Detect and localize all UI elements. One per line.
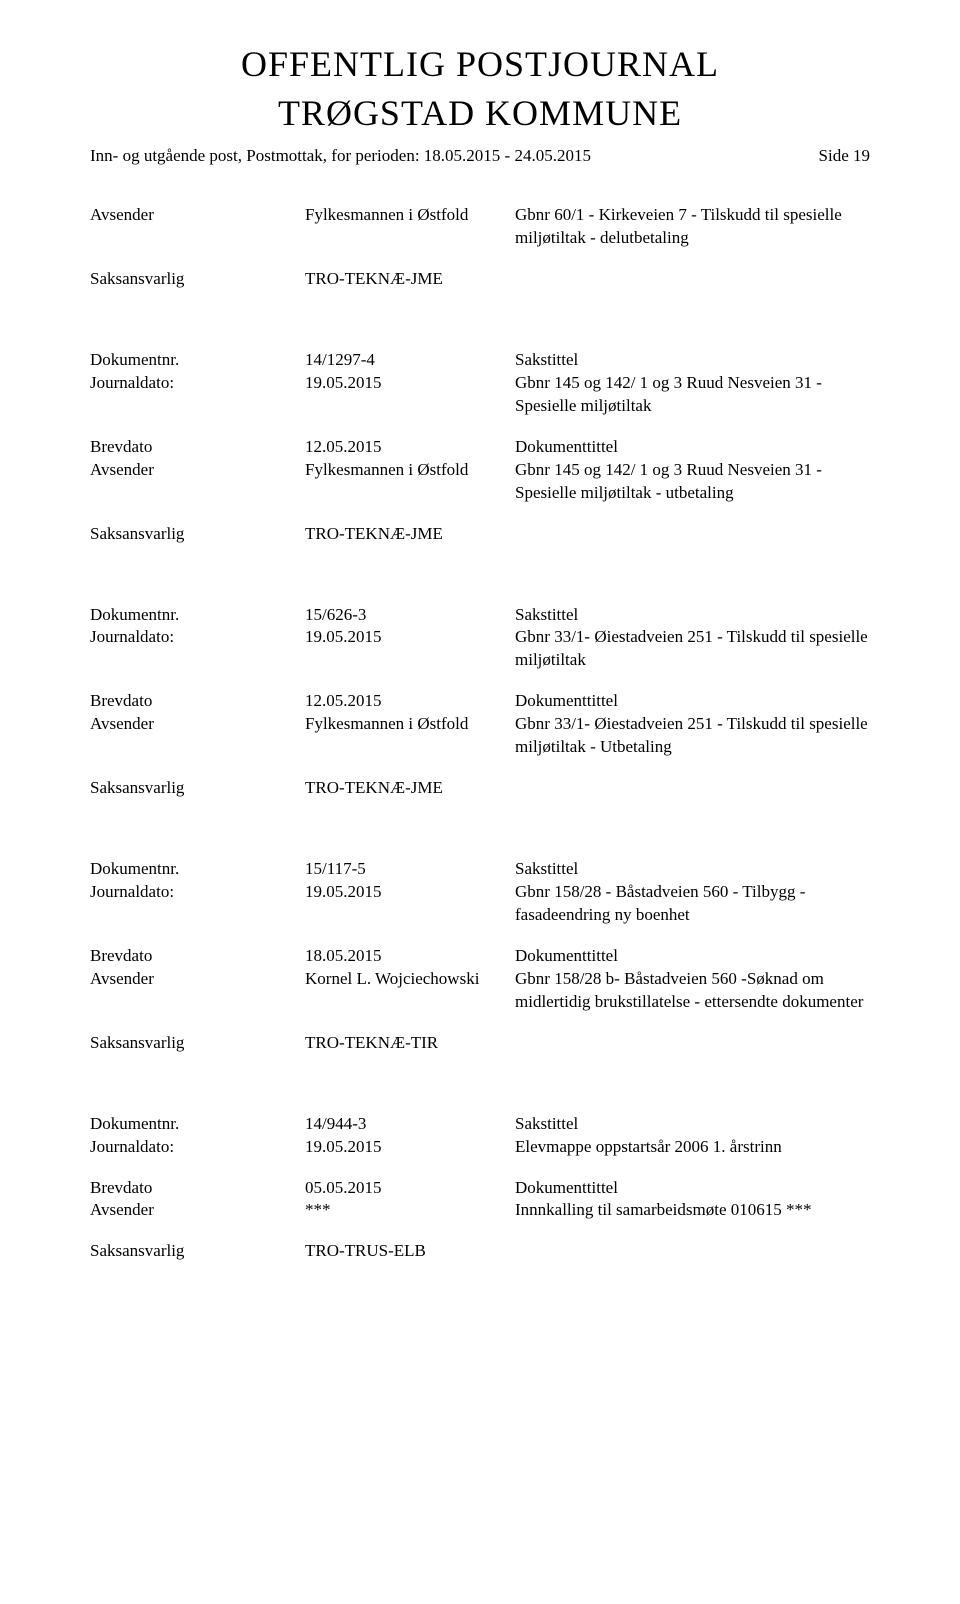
record: Dokumentnr. 15/117-5 Sakstittel Journald… [90,858,870,1055]
saksansvarlig-label: Saksansvarlig [90,268,305,291]
avsender-label: Avsender [90,204,305,250]
brevdato-value: 12.05.2015 [305,690,515,713]
journaldato-row: Journaldato: 19.05.2015 Gbnr 145 og 142/… [90,372,870,418]
avsender-row: Avsender Kornel L. Wojciechowski Gbnr 15… [90,968,870,1014]
dokumentnr-label: Dokumentnr. [90,858,305,881]
records-container: Dokumentnr. 14/1297-4 Sakstittel Journal… [90,349,870,1263]
avsender-value: Fylkesmannen i Østfold [305,459,515,482]
saksansvarlig-value: TRO-TEKNÆ-TIR [305,1032,515,1055]
subtitle-text: Inn- og utgående post, Postmottak, for p… [90,145,591,168]
dokumentnr-row: Dokumentnr. 15/626-3 Sakstittel [90,604,870,627]
record: Dokumentnr. 15/626-3 Sakstittel Journald… [90,604,870,801]
title-line2: TRØGSTAD KOMMUNE [90,89,870,138]
record: Dokumentnr. 14/944-3 Sakstittel Journald… [90,1113,870,1264]
journaldato-row: Journaldato: 19.05.2015 Elevmappe oppsta… [90,1136,870,1159]
saksansvarlig-label: Saksansvarlig [90,1240,305,1263]
dokumentnr-label: Dokumentnr. [90,1113,305,1136]
avsender-label: Avsender [90,968,305,991]
brevdato-row: Brevdato 12.05.2015 Dokumenttittel [90,690,870,713]
saksansvarlig-row: Saksansvarlig TRO-TEKNÆ-JME [90,777,870,800]
dokumenttittel-label: Dokumenttittel [515,945,870,968]
brevdato-label: Brevdato [90,436,305,459]
brevdato-label: Brevdato [90,1177,305,1200]
dokumenttittel-text: Gbnr 33/1- Øiestadveien 251 - Tilskudd t… [515,713,870,759]
dokumentnr-value: 15/117-5 [305,858,515,881]
sakstittel-text: Gbnr 158/28 - Båstadveien 560 - Tilbygg … [515,881,870,927]
journaldato-label: Journaldato: [90,626,305,649]
brevdato-label: Brevdato [90,690,305,713]
top-avsender-row: Avsender Fylkesmannen i Østfold Gbnr 60/… [90,204,870,250]
dokumentnr-row: Dokumentnr. 14/944-3 Sakstittel [90,1113,870,1136]
avsender-row: Avsender Fylkesmannen i Østfold Gbnr 33/… [90,713,870,759]
dokumentnr-value: 15/626-3 [305,604,515,627]
dokumentnr-row: Dokumentnr. 14/1297-4 Sakstittel [90,349,870,372]
avsender-label: Avsender [90,713,305,736]
brevdato-row: Brevdato 12.05.2015 Dokumenttittel [90,436,870,459]
saksansvarlig-label: Saksansvarlig [90,1032,305,1055]
journaldato-value: 19.05.2015 [305,881,515,904]
journaldato-row: Journaldato: 19.05.2015 Gbnr 33/1- Øiest… [90,626,870,672]
page-number: Side 19 [819,145,870,168]
dokumenttittel-label: Dokumenttittel [515,436,870,459]
dokumentnr-value: 14/944-3 [305,1113,515,1136]
top-saks-value: TRO-TEKNÆ-JME [305,268,515,291]
saksansvarlig-value: TRO-TEKNÆ-JME [305,523,515,546]
dokumentnr-label: Dokumentnr. [90,604,305,627]
avsender-value: Fylkesmannen i Østfold [305,713,515,736]
saksansvarlig-row: Saksansvarlig TRO-TEKNÆ-JME [90,523,870,546]
journaldato-label: Journaldato: [90,881,305,904]
dokumentnr-label: Dokumentnr. [90,349,305,372]
dokumenttittel-text: Gbnr 145 og 142/ 1 og 3 Ruud Nesveien 31… [515,459,870,505]
journaldato-label: Journaldato: [90,1136,305,1159]
journaldato-value: 19.05.2015 [305,626,515,649]
avsender-label: Avsender [90,459,305,482]
saksansvarlig-label: Saksansvarlig [90,777,305,800]
journaldato-value: 19.05.2015 [305,372,515,395]
dokumentnr-value: 14/1297-4 [305,349,515,372]
journaldato-label: Journaldato: [90,372,305,395]
record: Dokumentnr. 14/1297-4 Sakstittel Journal… [90,349,870,546]
brevdato-label: Brevdato [90,945,305,968]
subtitle-row: Inn- og utgående post, Postmottak, for p… [90,145,870,168]
saksansvarlig-value: TRO-TRUS-ELB [305,1240,515,1263]
dokumentnr-row: Dokumentnr. 15/117-5 Sakstittel [90,858,870,881]
brevdato-value: 18.05.2015 [305,945,515,968]
dokumenttittel-text: Gbnr 158/28 b- Båstadveien 560 -Søknad o… [515,968,870,1014]
top-saks-row: Saksansvarlig TRO-TEKNÆ-JME [90,268,870,291]
journaldato-value: 19.05.2015 [305,1136,515,1159]
sakstittel-label: Sakstittel [515,349,870,372]
sakstittel-text: Gbnr 145 og 142/ 1 og 3 Ruud Nesveien 31… [515,372,870,418]
title-line1: OFFENTLIG POSTJOURNAL [90,40,870,89]
sakstittel-label: Sakstittel [515,604,870,627]
saksansvarlig-label: Saksansvarlig [90,523,305,546]
sakstittel-text: Gbnr 33/1- Øiestadveien 251 - Tilskudd t… [515,626,870,672]
saksansvarlig-value: TRO-TEKNÆ-JME [305,777,515,800]
brevdato-value: 05.05.2015 [305,1177,515,1200]
sakstittel-label: Sakstittel [515,858,870,881]
saksansvarlig-row: Saksansvarlig TRO-TEKNÆ-TIR [90,1032,870,1055]
journaldato-row: Journaldato: 19.05.2015 Gbnr 158/28 - Bå… [90,881,870,927]
brevdato-row: Brevdato 18.05.2015 Dokumenttittel [90,945,870,968]
dokumenttittel-text: Innnkalling til samarbeidsmøte 010615 **… [515,1199,870,1222]
brevdato-value: 12.05.2015 [305,436,515,459]
saksansvarlig-row: Saksansvarlig TRO-TRUS-ELB [90,1240,870,1263]
avsender-value: Kornel L. Wojciechowski [305,968,515,991]
dokumenttittel-label: Dokumenttittel [515,1177,870,1200]
dokumenttittel-label: Dokumenttittel [515,690,870,713]
avsender-row: Avsender Fylkesmannen i Østfold Gbnr 145… [90,459,870,505]
top-avsender-desc: Gbnr 60/1 - Kirkeveien 7 - Tilskudd til … [515,204,870,250]
top-avsender-value: Fylkesmannen i Østfold [305,204,515,250]
sakstittel-label: Sakstittel [515,1113,870,1136]
brevdato-row: Brevdato 05.05.2015 Dokumenttittel [90,1177,870,1200]
avsender-label: Avsender [90,1199,305,1222]
avsender-row: Avsender *** Innnkalling til samarbeidsm… [90,1199,870,1222]
document-header: OFFENTLIG POSTJOURNAL TRØGSTAD KOMMUNE I… [90,40,870,168]
sakstittel-text: Elevmappe oppstartsår 2006 1. årstrinn [515,1136,870,1159]
avsender-value: *** [305,1199,515,1222]
